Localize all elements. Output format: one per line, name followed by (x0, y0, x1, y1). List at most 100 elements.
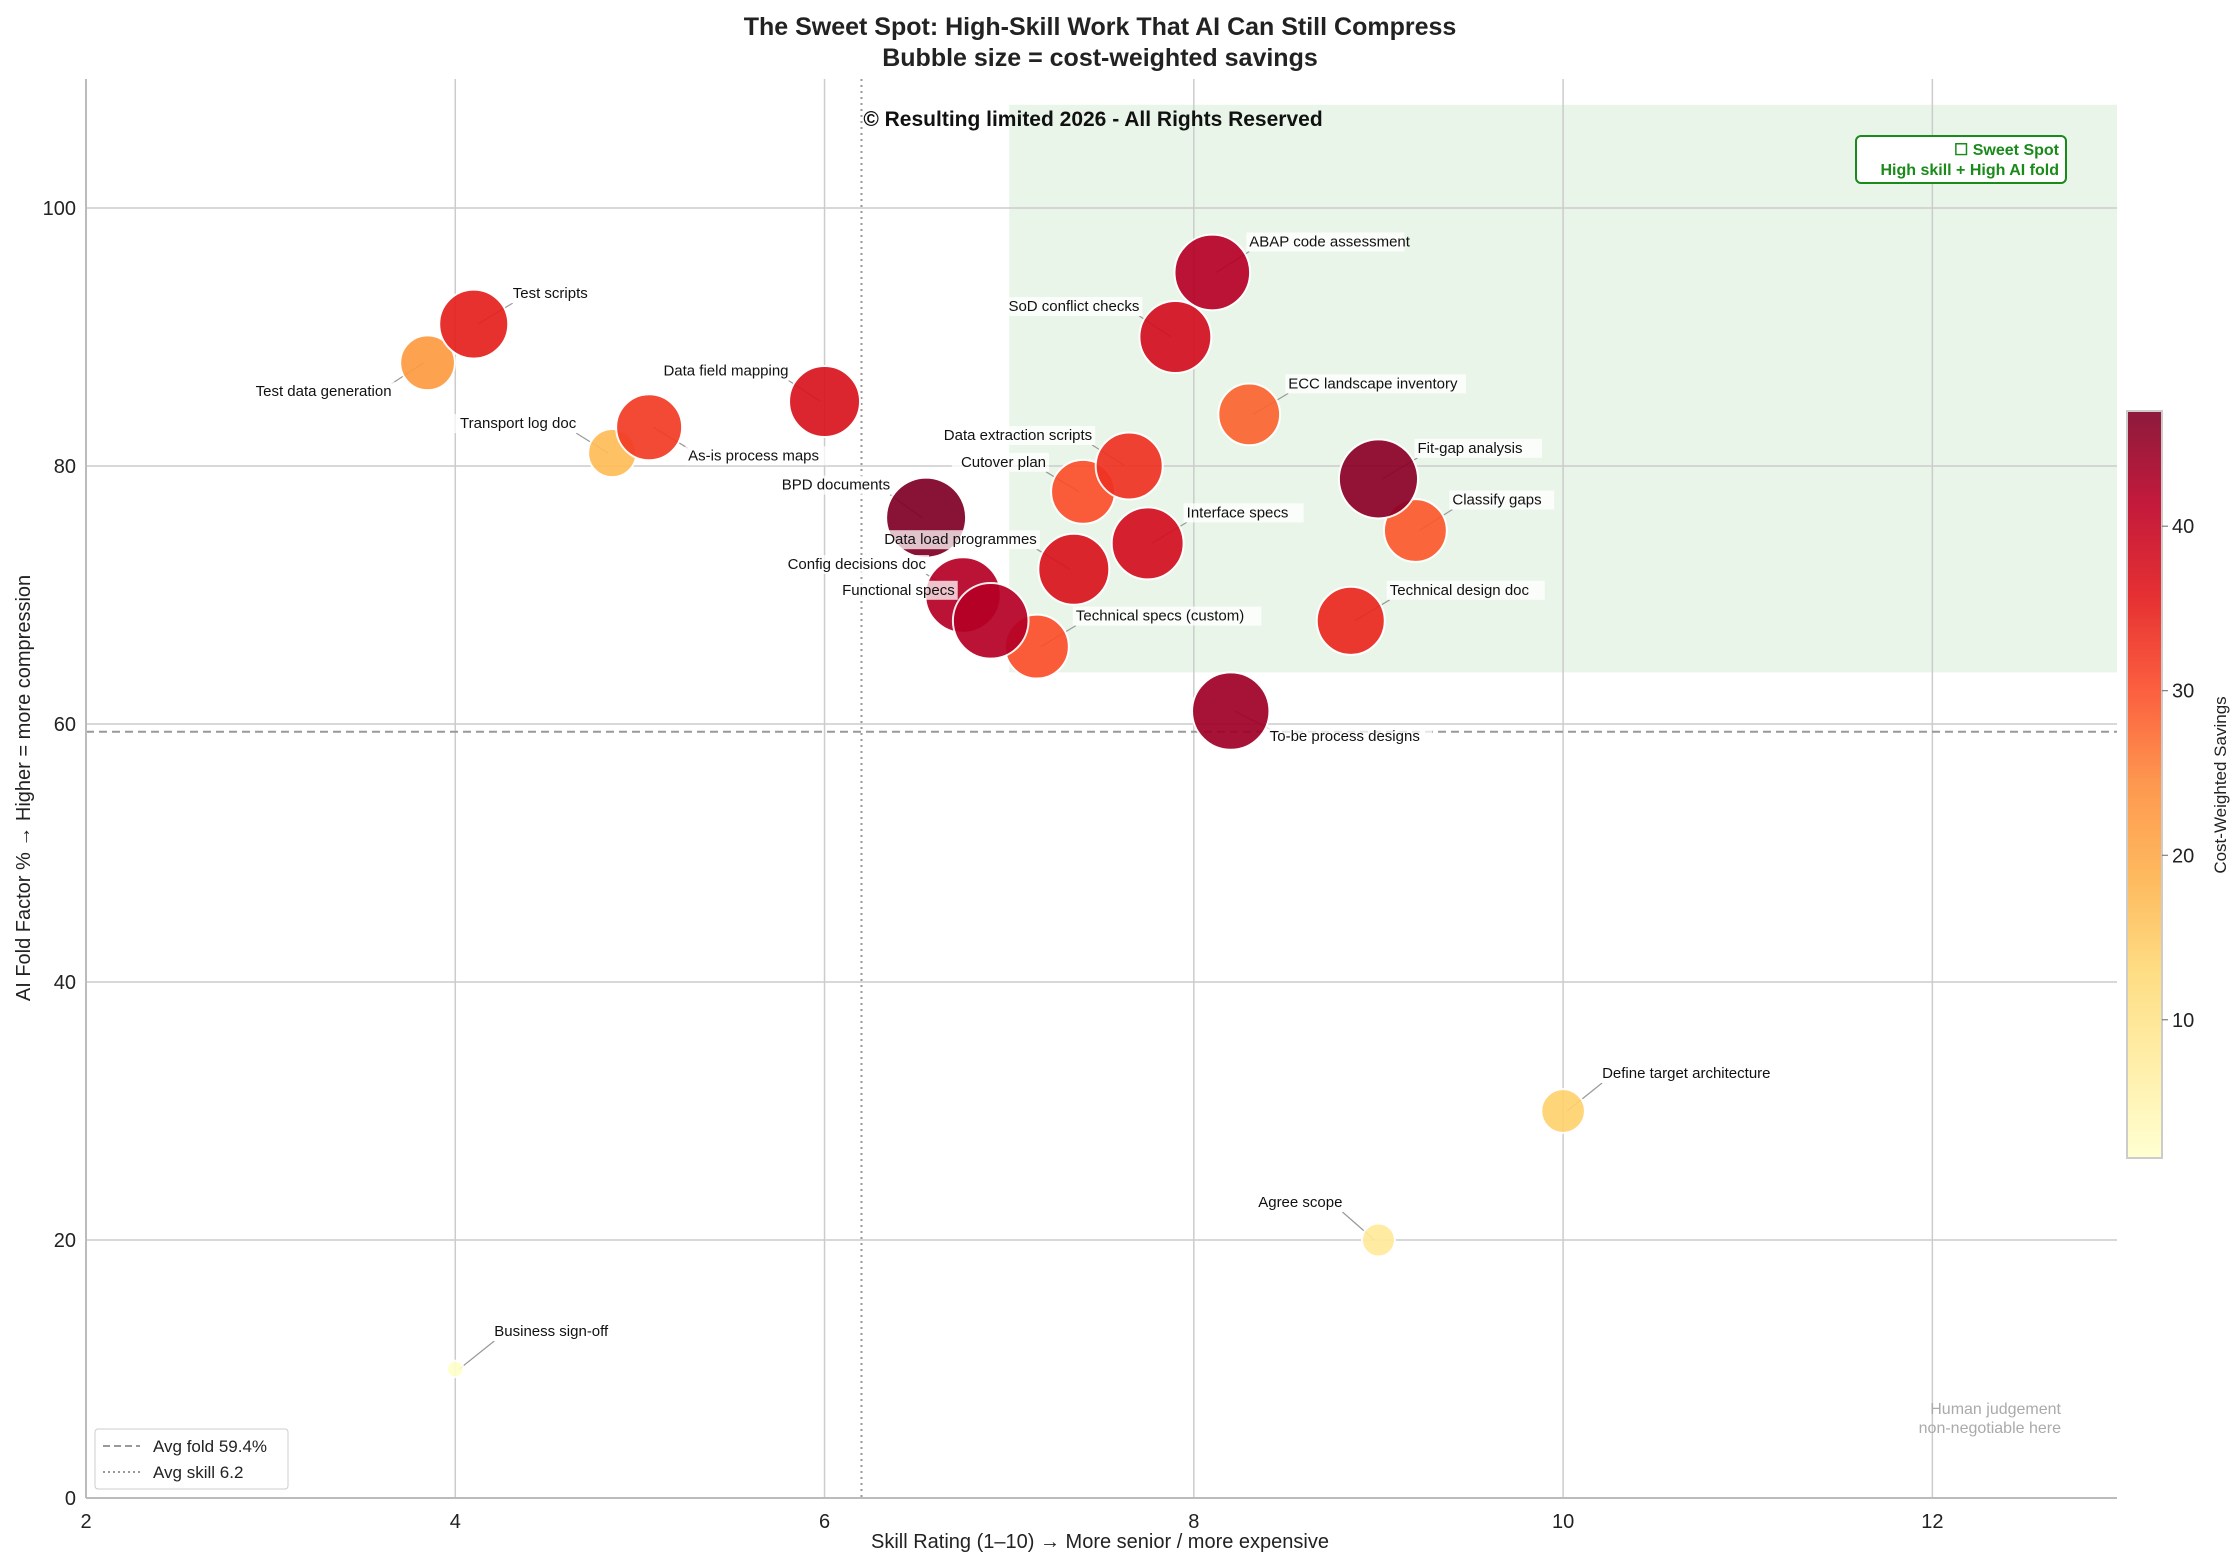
point-label: Data extraction scripts (944, 427, 1092, 444)
point-label: To-be process designs (1270, 728, 1420, 745)
label-background (491, 1322, 627, 1341)
label-background (1266, 727, 1433, 747)
bubble (1540, 1088, 1586, 1134)
point-label: Technical design doc (1390, 582, 1530, 599)
point-label: SoD conflict checks (1008, 298, 1139, 315)
label-background (236, 381, 395, 401)
colorbar: 10 20 30 40 (2126, 410, 2194, 1159)
y-tick-label: 80 (54, 456, 76, 478)
label-background (444, 414, 580, 434)
point-label: As-is process maps (688, 447, 819, 464)
y-tick-label: 60 (54, 714, 76, 736)
bubble (1217, 382, 1282, 447)
point-label: Data field mapping (663, 363, 788, 380)
x-tick-label: 2 (80, 1511, 91, 1533)
reference-lines (86, 79, 2117, 1498)
point-label: Business sign-off (494, 1323, 609, 1340)
note-line-1: Human judgement (1930, 1401, 2061, 1418)
label-background (881, 530, 1040, 550)
y-tick-label: 100 (43, 198, 76, 220)
colorbar-tick-label: 40 (2172, 516, 2194, 538)
point-label: Interface specs (1187, 504, 1289, 521)
bubble (788, 365, 862, 438)
label-background (991, 297, 1143, 316)
colorbar-tick-label: 10 (2172, 1010, 2194, 1032)
legend-avg-fold: Avg fold 59.4% (153, 1437, 267, 1456)
bubble (1360, 1222, 1396, 1258)
sweet-spot-title: ☐ Sweet Spot (1954, 142, 2060, 159)
label-background (1246, 232, 1405, 252)
x-tick-label: 4 (450, 1511, 461, 1533)
label-background (648, 361, 792, 381)
bubble (615, 393, 684, 462)
label-background (1072, 606, 1262, 626)
chart-title: The Sweet Spot: High-Skill Work That AI … (744, 13, 1457, 41)
label-background (914, 426, 1096, 445)
point-label: Classify gaps (1452, 492, 1541, 509)
bubble (1138, 300, 1213, 374)
legend-avg-skill: Avg skill 6.2 (153, 1463, 243, 1482)
point-label: Define target architecture (1602, 1065, 1770, 1082)
bubble (438, 288, 510, 360)
colorbar-tick-label: 20 (2172, 845, 2194, 867)
bubble (1315, 585, 1386, 656)
bubble (951, 581, 1030, 660)
bubble (1037, 532, 1111, 606)
label-background (1449, 490, 1555, 510)
label-background (1285, 374, 1467, 394)
sweet-spot-box: ☐ Sweet Spot High skill + High AI fold (1855, 135, 2067, 184)
bubble (1382, 498, 1448, 563)
point-label: Transport log doc (460, 415, 577, 432)
colorbar-tick-label: 30 (2172, 681, 2194, 703)
x-tick-label: 12 (1921, 1511, 1943, 1533)
bubble (1173, 233, 1252, 312)
point-label: Data load programmes (884, 531, 1037, 548)
chart-subtitle: Bubble size = cost-weighted savings (882, 44, 1318, 72)
label-background (1414, 438, 1543, 458)
label-background (685, 446, 828, 466)
bubble (1337, 438, 1420, 520)
label-background (830, 580, 958, 600)
x-tick-label: 8 (1188, 1511, 1199, 1533)
bubble (446, 1359, 465, 1379)
axes: 2 4 6 8 10 12 0 20 40 60 80 100 (43, 79, 2117, 1533)
note-line-2: non-negotiable here (1919, 1420, 2061, 1437)
x-tick-label: 6 (819, 1511, 830, 1533)
label-background (509, 284, 607, 304)
label-background (1599, 1064, 1803, 1083)
label-background (788, 475, 894, 495)
point-label: BPD documents (782, 477, 890, 494)
point-label: Config decisions doc (788, 556, 927, 573)
point-label: ABAP code assessment (1249, 234, 1410, 251)
watermark: © Resulting limited 2026 - All Rights Re… (863, 108, 1322, 131)
colorbar-label: Cost-Weighted Savings (2211, 696, 2230, 873)
legend: Avg fold 59.4% Avg skill 6.2 (94, 1428, 289, 1490)
y-axis-label: AI Fold Factor % → Higher = more compres… (13, 575, 35, 1001)
point-label: Test scripts (513, 285, 588, 302)
y-tick-label: 40 (54, 972, 76, 994)
bubble (399, 334, 456, 392)
label-background (1183, 503, 1304, 523)
point-label: Test data generation (256, 383, 392, 400)
y-tick-label: 20 (54, 1230, 76, 1252)
label-background (951, 452, 1050, 472)
x-axis-label: Skill Rating (1–10) → More senior / more… (871, 1531, 1329, 1553)
leader-line (458, 1340, 495, 1370)
label-background (771, 555, 930, 574)
point-label: ECC landscape inventory (1288, 375, 1458, 392)
point-label: Agree scope (1258, 1194, 1342, 1211)
point-label: Fit-gap analysis (1417, 440, 1522, 457)
bubble (1110, 506, 1185, 581)
point-label: Functional specs (842, 582, 955, 599)
point-label: Technical specs (custom) (1076, 608, 1244, 625)
label-background (1386, 580, 1545, 600)
bubble (1094, 431, 1164, 501)
point-label: Cutover plan (961, 454, 1046, 471)
label-background (1255, 1193, 1346, 1212)
y-tick-label: 0 (65, 1488, 76, 1510)
point-labels: Test scripts Test data generation Data fie… (236, 232, 1803, 1341)
bubble (1191, 671, 1271, 751)
sweet-spot-subtitle: High skill + High AI fold (1880, 162, 2059, 179)
x-tick-label: 10 (1552, 1511, 1574, 1533)
